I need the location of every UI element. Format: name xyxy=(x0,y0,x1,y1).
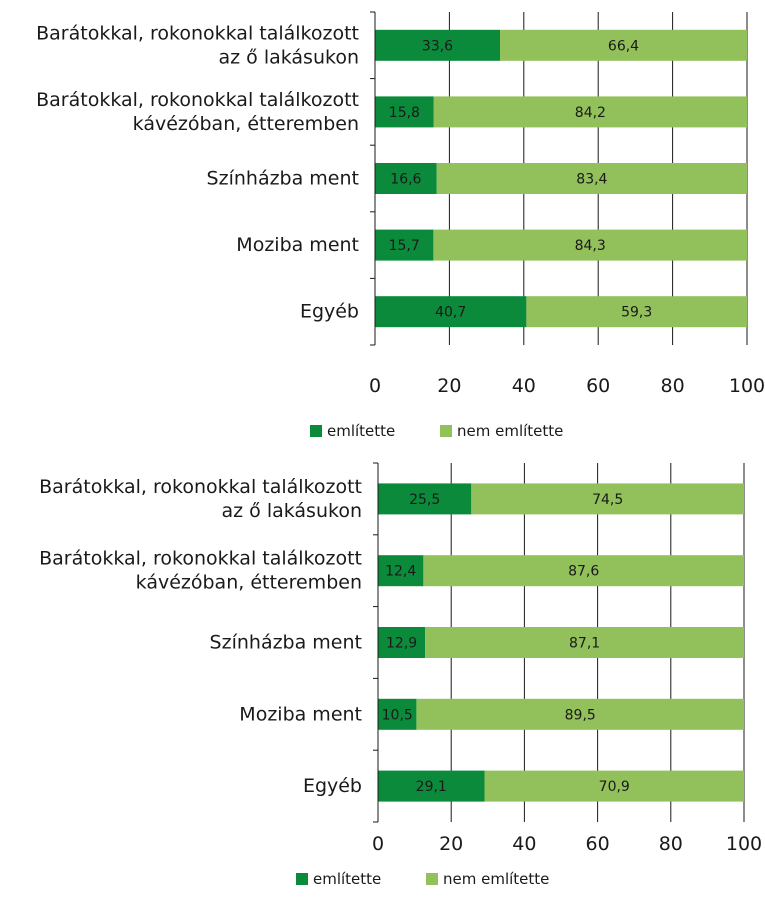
data-label: 83,4 xyxy=(576,172,607,188)
bar-mentioned xyxy=(375,96,434,128)
x-tick-label: 80 xyxy=(659,833,683,855)
bar-mentioned xyxy=(378,698,417,730)
data-label: 12,4 xyxy=(385,564,416,580)
category-label: Színházba ment xyxy=(210,632,362,654)
data-label: 59,3 xyxy=(621,305,652,321)
data-label: 33,6 xyxy=(422,38,453,54)
x-tick-label: 0 xyxy=(372,833,384,855)
bar-not-mentioned xyxy=(433,96,747,128)
data-label: 74,5 xyxy=(592,492,623,508)
legend-label: említette xyxy=(327,422,395,440)
data-label: 15,8 xyxy=(389,105,420,121)
legend-label: nem említette xyxy=(457,422,563,440)
bar-mentioned xyxy=(378,483,472,515)
x-tick-label: 60 xyxy=(586,833,610,855)
bar-not-mentioned xyxy=(433,229,747,261)
category-label: Egyéb xyxy=(303,775,362,797)
legend-label: említette xyxy=(313,870,381,888)
legend-swatch xyxy=(310,425,322,437)
data-label: 87,6 xyxy=(568,564,599,580)
bar-not-mentioned xyxy=(471,483,744,515)
bar-not-mentioned xyxy=(425,627,744,658)
x-tick-label: 20 xyxy=(437,375,461,397)
bar-not-mentioned xyxy=(423,555,744,587)
data-label: 84,2 xyxy=(575,105,606,121)
bar-not-mentioned xyxy=(499,29,747,61)
legend-swatch xyxy=(440,425,452,437)
chart-top: 0 20 40 60 80 100 33,6 66,4 Barátokkal, rokonokk… xyxy=(36,11,765,440)
x-tick-label: 20 xyxy=(439,833,463,855)
bar-mentioned xyxy=(375,296,527,328)
bar-mentioned xyxy=(375,229,434,261)
category-label: Egyéb xyxy=(300,301,359,323)
bar-not-mentioned xyxy=(436,163,747,194)
category-label: kávézóban, étteremben xyxy=(136,572,362,594)
data-label: 15,7 xyxy=(389,238,420,254)
category-label: az ő lakásukon xyxy=(219,46,360,68)
data-label: 12,9 xyxy=(386,636,417,652)
bar-mentioned xyxy=(378,627,426,658)
category-label: Barátokkal, rokonokkal találkozott xyxy=(36,22,359,44)
bar-not-mentioned xyxy=(484,770,744,802)
data-label: 10,5 xyxy=(382,707,413,723)
bar-mentioned xyxy=(378,770,485,802)
legend-swatch xyxy=(296,873,308,885)
bar-not-mentioned xyxy=(416,698,744,730)
data-label: 25,5 xyxy=(409,492,440,508)
x-tick-label: 0 xyxy=(369,375,381,397)
data-label: 84,3 xyxy=(575,238,606,254)
bar-not-mentioned xyxy=(526,296,747,328)
data-label: 87,1 xyxy=(569,636,600,652)
x-tick-label: 100 xyxy=(729,375,765,397)
chart-bottom: 0 20 40 60 80 100 25,5 74,5 Barátokkal, rokonokk… xyxy=(39,462,762,888)
bar-mentioned xyxy=(375,29,500,61)
category-label: Barátokkal, rokonokkal találkozott xyxy=(39,476,362,498)
category-label: Barátokkal, rokonokkal találkozott xyxy=(36,89,359,111)
data-label: 29,1 xyxy=(416,779,447,795)
category-label: Moziba ment xyxy=(239,703,362,725)
data-label: 70,9 xyxy=(599,779,630,795)
x-tick-label: 40 xyxy=(512,833,536,855)
category-label: Barátokkal, rokonokkal találkozott xyxy=(39,548,362,570)
legend-label: nem említette xyxy=(443,870,549,888)
data-label: 66,4 xyxy=(608,38,639,54)
category-label: az ő lakásukon xyxy=(222,500,363,522)
category-label: kávézóban, étteremben xyxy=(133,113,359,135)
legend-swatch xyxy=(426,873,438,885)
x-tick-label: 40 xyxy=(512,375,536,397)
category-label: Moziba ment xyxy=(236,234,359,256)
x-tick-label: 60 xyxy=(586,375,610,397)
bar-mentioned xyxy=(375,163,437,194)
bar-mentioned xyxy=(378,555,424,587)
data-label: 40,7 xyxy=(435,305,466,321)
category-label: Színházba ment xyxy=(207,168,359,190)
x-tick-label: 80 xyxy=(661,375,685,397)
data-label: 16,6 xyxy=(390,172,421,188)
x-tick-label: 100 xyxy=(726,833,762,855)
data-label: 89,5 xyxy=(565,707,596,723)
